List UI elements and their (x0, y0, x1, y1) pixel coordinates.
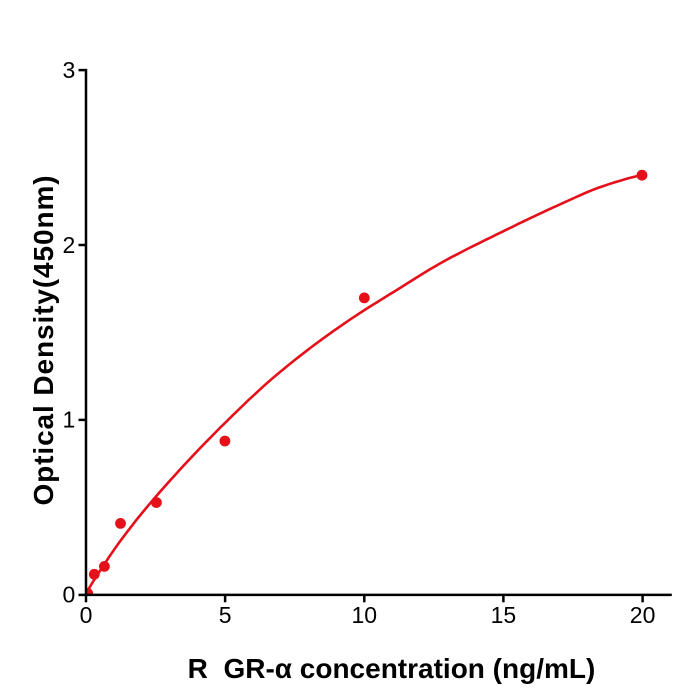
svg-text:Optical Density(450nm): Optical Density(450nm) (28, 175, 59, 506)
svg-text:R GR-α concentration (ng/mL): R GR-α concentration (ng/mL) (188, 653, 596, 684)
svg-text:15: 15 (491, 602, 517, 628)
svg-text:10: 10 (352, 602, 378, 628)
svg-text:0: 0 (80, 602, 93, 628)
svg-text:2: 2 (63, 232, 76, 258)
svg-text:0: 0 (63, 582, 76, 608)
svg-text:1: 1 (63, 407, 76, 433)
svg-text:5: 5 (219, 602, 232, 628)
svg-text:20: 20 (630, 602, 656, 628)
svg-text:3: 3 (63, 57, 76, 83)
